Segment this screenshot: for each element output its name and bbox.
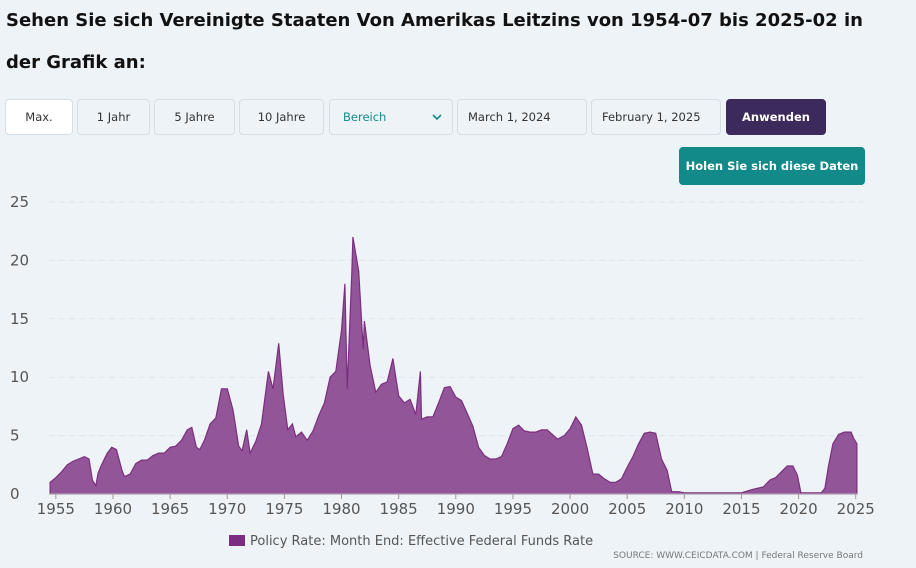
x-tick-label: 1980: [322, 500, 360, 518]
x-tick-label: 2015: [722, 500, 760, 518]
y-tick-label: 0: [10, 485, 20, 503]
range-button[interactable]: Max.: [5, 99, 73, 135]
source: SOURCE: WWW.CEICDATA.COM | Federal Reser…: [613, 551, 863, 561]
x-tick-label: 1975: [265, 500, 303, 518]
y-tick-label: 15: [10, 310, 29, 328]
x-tick-label: 1955: [37, 500, 75, 518]
x-tick-label: 2000: [551, 500, 589, 518]
x-tick-label: 1965: [151, 500, 189, 518]
select-label: Bereich: [343, 110, 387, 124]
legend-label: Policy Rate: Month End: Effective Federa…: [250, 534, 593, 549]
x-tick-label: 1995: [494, 500, 532, 518]
area: [49, 236, 858, 495]
apply-button[interactable]: Anwenden: [726, 99, 826, 135]
get-data-button[interactable]: Holen Sie sich diese Daten: [679, 147, 865, 185]
y-tick-label: 25: [10, 193, 29, 211]
end-date-input[interactable]: February 1, 2025: [591, 99, 721, 135]
x-tick-label: 1990: [437, 500, 475, 518]
x-tick-label: 1985: [380, 500, 418, 518]
range-button[interactable]: 5 Jahre: [154, 99, 235, 135]
y-tick-label: 20: [10, 251, 29, 269]
x-tick-label: 2025: [837, 500, 875, 518]
range-select[interactable]: Bereich: [329, 99, 453, 135]
x-tick-label: 2020: [779, 500, 817, 518]
x-tick-label: 2010: [665, 500, 703, 518]
x-tick-label: 1960: [94, 500, 132, 518]
y-tick-label: 10: [10, 368, 29, 386]
page-title: Sehen Sie sich Vereinigte Staaten Von Am…: [6, 10, 863, 73]
x-tick-label: 2005: [608, 500, 646, 518]
x-tick-label: 1970: [208, 500, 246, 518]
range-button[interactable]: 1 Jahr: [77, 99, 150, 135]
legend-swatch: [229, 535, 245, 546]
range-button[interactable]: 10 Jahre: [239, 99, 324, 135]
start-date-input[interactable]: March 1, 2024: [457, 99, 587, 135]
y-tick-label: 5: [10, 427, 20, 445]
chevron: [432, 114, 442, 120]
